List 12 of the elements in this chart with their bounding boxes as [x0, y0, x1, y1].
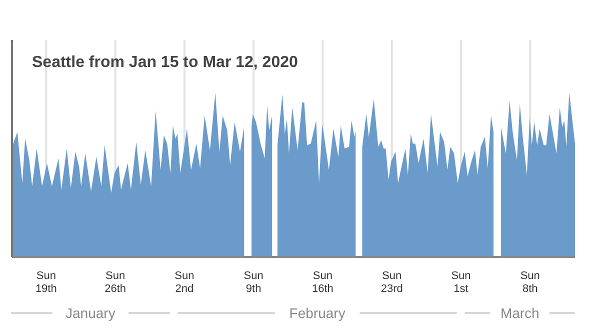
x-tick-label: Sun 26th — [104, 270, 126, 295]
x-tick-label: Sun 23rd — [380, 270, 403, 295]
chart-title: Seattle from Jan 15 to Mar 12, 2020 — [32, 54, 298, 72]
text: March — [500, 305, 540, 321]
x-tick-label: Sun 1st — [451, 270, 471, 295]
x-tick-label: Sun 8th — [520, 270, 540, 295]
x-tick-label: Sun 19th — [35, 270, 57, 295]
x-tick-label: Sun 16th — [312, 270, 334, 295]
x-tick-label: Sun 9th — [244, 270, 264, 295]
text: January — [66, 305, 116, 321]
text: February — [289, 305, 346, 321]
x-tick-label: Sun 2nd — [174, 270, 194, 295]
